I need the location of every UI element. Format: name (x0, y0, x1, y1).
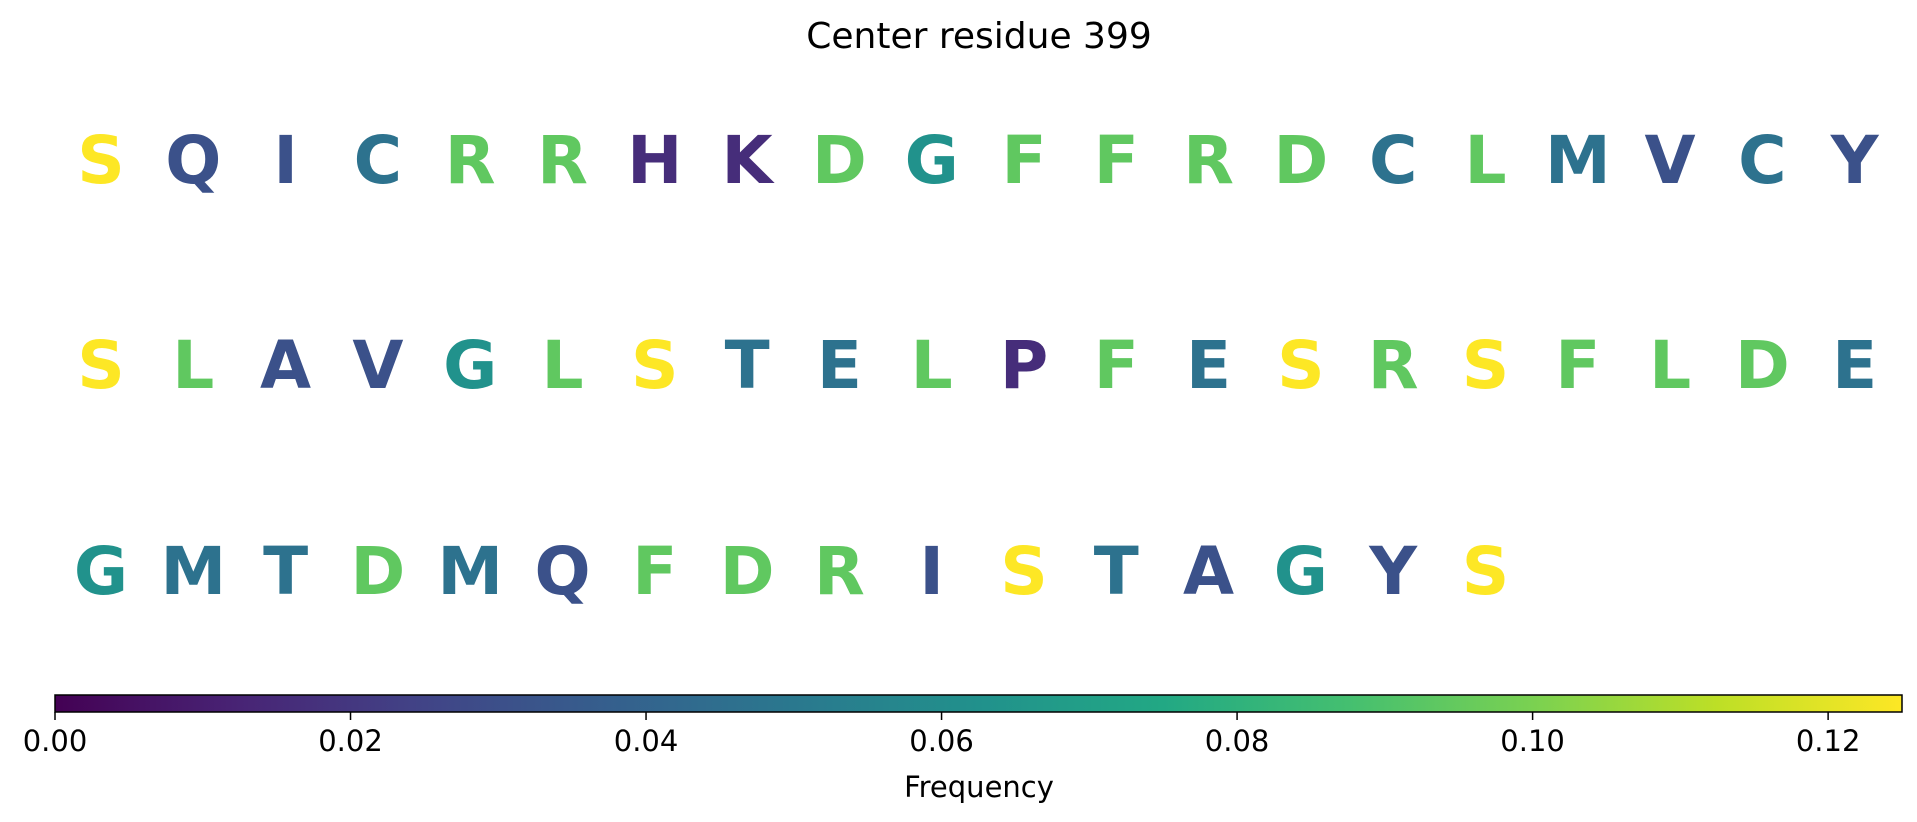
residue-letter: D (720, 533, 775, 610)
residue-letter: T (1094, 533, 1139, 610)
residue-letter: F (1094, 122, 1139, 199)
residue-letter: R (814, 533, 865, 610)
colorbar-label: Frequency (904, 770, 1054, 804)
residue-letter: C (1369, 122, 1417, 199)
residue-letter: M (437, 533, 503, 610)
residue-letter: S (631, 327, 679, 404)
residue-letter: D (1735, 327, 1790, 404)
residue-letter: R (537, 122, 588, 199)
residue-letter: T (263, 533, 308, 610)
colorbar-gradient (54, 694, 1903, 713)
residue-letter: L (541, 327, 583, 404)
colorbar: 0.00 0.02 0.04 0.06 0.08 0.10 0.12 (23, 694, 1903, 758)
residue-letter: Q (534, 533, 590, 610)
colorbar-tick-label: 0.00 (23, 724, 88, 758)
residue-letter: M (160, 533, 226, 610)
residue-letter: I (919, 533, 944, 610)
colorbar-tick-label: 0.12 (1796, 724, 1861, 758)
residue-letter: E (1186, 327, 1231, 404)
residue-letter: K (722, 122, 776, 199)
chart-title: Center residue 399 (806, 16, 1152, 57)
colorbar-tick-label: 0.08 (1205, 724, 1270, 758)
residue-letter: H (627, 122, 682, 199)
residue-letter: A (1183, 533, 1234, 610)
residue-letter: F (1094, 327, 1139, 404)
residue-letter: S (1462, 533, 1510, 610)
residue-letter: S (1462, 327, 1510, 404)
colorbar-tick-label: 0.10 (1500, 724, 1565, 758)
residue-letter: C (354, 122, 402, 199)
residue-letter: L (172, 327, 214, 404)
residue-letter: L (1649, 327, 1691, 404)
residue-letter: R (1183, 122, 1234, 199)
residue-letter: D (351, 533, 406, 610)
residue-letter: C (1738, 122, 1786, 199)
residue-letter: F (1001, 122, 1046, 199)
residue-letter-grid: S Q I C R R H K D G F F R D C L M V C YS L A V G L S T E L P F E S R S F L D E… (74, 122, 1880, 610)
residue-letter: Y (1830, 122, 1880, 199)
colorbar-tick-label: 0.06 (909, 724, 974, 758)
residue-letter: P (1000, 327, 1048, 404)
residue-letter: G (74, 533, 128, 610)
residue-letter: V (1645, 122, 1696, 199)
residue-letter: Q (165, 122, 221, 199)
residue-letter: S (77, 122, 125, 199)
residue-letter: R (1368, 327, 1419, 404)
residue-letter: D (812, 122, 867, 199)
residue-letter: L (911, 327, 953, 404)
residue-letter: D (1274, 122, 1329, 199)
residue-letter: S (1000, 533, 1048, 610)
residue-letter: G (443, 327, 497, 404)
residue-letter: R (445, 122, 496, 199)
residue-letter: E (1832, 327, 1877, 404)
residue-letter: S (1277, 327, 1325, 404)
residue-letter: S (77, 327, 125, 404)
residue-letter: G (1274, 533, 1328, 610)
colorbar-tick-label: 0.02 (318, 724, 383, 758)
residue-letter: F (1555, 327, 1600, 404)
residue-letter: L (1464, 122, 1506, 199)
residue-letter: M (1545, 122, 1611, 199)
residue-letter: E (817, 327, 862, 404)
residue-letter: I (273, 122, 298, 199)
residue-letter: V (352, 327, 403, 404)
residue-letter: T (725, 327, 770, 404)
residue-letter: G (905, 122, 959, 199)
colorbar-tick-label: 0.04 (614, 724, 679, 758)
residue-letter: A (260, 327, 311, 404)
residue-letter: Y (1368, 533, 1418, 610)
residue-letter: F (632, 533, 677, 610)
